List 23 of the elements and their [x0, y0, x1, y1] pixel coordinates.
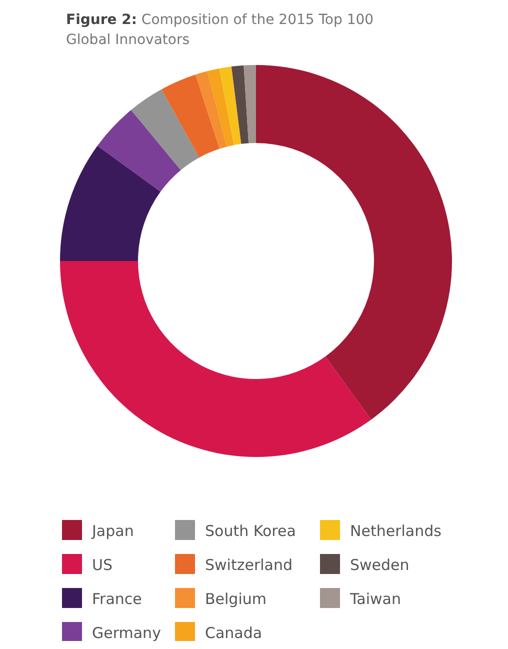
donut-slice — [231, 65, 249, 144]
donut-slice — [60, 146, 161, 261]
legend-label: Belgium — [205, 590, 266, 608]
chart-title: Figure 2: Composition of the 2015 Top 100 Global Innovators — [66, 12, 374, 48]
donut-slice — [162, 74, 220, 158]
donut-slice — [97, 110, 181, 192]
legend-label: US — [92, 556, 113, 574]
donut-slice — [60, 261, 372, 457]
legend-label: Canada — [205, 624, 262, 642]
legend-label: Switzerland — [205, 556, 292, 574]
legend-label: Japan — [91, 522, 134, 540]
legend-label: South Korea — [205, 522, 296, 540]
donut-slice — [256, 65, 452, 420]
donut-slice — [131, 89, 200, 170]
legend-label: Netherlands — [350, 522, 442, 540]
legend-label: France — [92, 590, 142, 608]
legend-label: Sweden — [350, 556, 410, 574]
legend-label: Germany — [92, 624, 162, 642]
donut-slice — [219, 66, 242, 146]
donut-slice — [207, 68, 234, 147]
donut-slice — [195, 71, 227, 149]
donut-slice — [244, 65, 256, 144]
legend-label: Taiwan — [349, 590, 402, 608]
